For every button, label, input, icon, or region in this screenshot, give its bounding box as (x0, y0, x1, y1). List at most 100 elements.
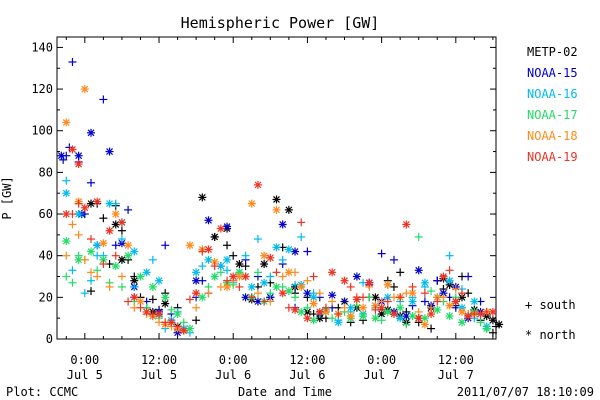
point-noaa-17-south (253, 268, 262, 277)
point-noaa-19-north (464, 312, 473, 321)
point-noaa-17-north (408, 312, 417, 321)
point-noaa-18-south (451, 285, 460, 294)
point-noaa-17-south (427, 287, 436, 296)
x-tick-date: Jul 7 (438, 368, 474, 382)
point-noaa-18-south (340, 303, 349, 312)
point-noaa-19-north (414, 314, 423, 323)
point-noaa-18-south (93, 272, 102, 281)
symbol-legend: + south * north (525, 298, 576, 342)
point-noaa-19-north (427, 310, 436, 319)
point-noaa-15-south (87, 178, 96, 187)
point-noaa-17-north (161, 293, 170, 302)
point-metp-02-south (99, 214, 108, 223)
x-tick-date: Jul 7 (364, 368, 400, 382)
point-noaa-16-north (420, 278, 429, 287)
point-noaa-19-south (272, 268, 281, 277)
point-noaa-16-south (62, 176, 71, 185)
point-noaa-16-north (62, 189, 71, 198)
x-tick-date: Jul 5 (67, 368, 103, 382)
point-noaa-18-south (204, 289, 213, 298)
y-tick-label: 60 (39, 207, 53, 221)
point-noaa-19-south (235, 282, 244, 291)
point-noaa-19-south (185, 295, 194, 304)
point-noaa-16-south (87, 276, 96, 285)
point-noaa-19-south (87, 235, 96, 244)
legend-noaa-15: NOAA-15 (527, 66, 578, 80)
point-noaa-16-north (130, 247, 139, 256)
point-metp-02-north (488, 316, 497, 325)
point-noaa-19-south (223, 276, 232, 285)
point-noaa-17-north (185, 324, 194, 333)
point-noaa-17-south (68, 278, 77, 287)
point-noaa-16-south (266, 272, 275, 281)
point-noaa-15-south (99, 95, 108, 104)
point-noaa-17-south (179, 318, 188, 327)
point-noaa-16-south (130, 282, 139, 291)
x-tick-time: 0:00 (367, 353, 396, 367)
point-noaa-15-south (111, 241, 120, 250)
point-noaa-19-south (408, 282, 417, 291)
legend-noaa-17: NOAA-17 (527, 108, 578, 122)
point-noaa-18-south (192, 303, 201, 312)
point-noaa-19-north (117, 218, 126, 227)
point-noaa-16-south (117, 235, 126, 244)
point-noaa-16-north (396, 314, 405, 323)
point-noaa-19-south (99, 260, 108, 269)
symbol-legend-north: * north (525, 328, 576, 342)
point-noaa-16-south (198, 262, 207, 271)
point-noaa-15-south (433, 276, 442, 285)
point-noaa-16-south (80, 289, 89, 298)
point-noaa-16-north (334, 318, 343, 327)
point-noaa-16-south (445, 251, 454, 260)
point-noaa-19-north (303, 314, 312, 323)
point-noaa-15-north (223, 222, 232, 231)
point-noaa-17-south (303, 303, 312, 312)
point-noaa-18-south (80, 255, 89, 264)
point-noaa-18-north (260, 251, 269, 260)
point-noaa-17-north (284, 287, 293, 296)
point-noaa-16-north (260, 278, 269, 287)
point-noaa-15-south (464, 272, 473, 281)
point-noaa-19-north (253, 180, 262, 189)
point-noaa-17-south (328, 314, 337, 323)
point-noaa-19-south (111, 251, 120, 260)
point-noaa-17-north (396, 303, 405, 312)
y-tick-label: 100 (31, 124, 53, 138)
point-noaa-17-north (433, 305, 442, 314)
point-noaa-19-south (396, 293, 405, 302)
point-metp-02-north (87, 199, 96, 208)
point-noaa-18-south (303, 276, 312, 285)
point-noaa-18-south (74, 230, 83, 239)
point-noaa-19-south (198, 247, 207, 256)
point-noaa-18-north (457, 307, 466, 316)
point-noaa-18-north (383, 280, 392, 289)
y-axis: 0 20 40 60 80 100 120 140 (31, 40, 496, 346)
point-noaa-19-north (488, 307, 497, 316)
y-axis-label: P [GW] (0, 176, 14, 219)
point-metp-02-north (272, 195, 281, 204)
symbol-legend-south: + south (525, 298, 576, 312)
point-noaa-18-north (80, 85, 89, 94)
point-noaa-18-north (284, 268, 293, 277)
x-tick-date: Jul 6 (289, 368, 325, 382)
point-noaa-16-south (223, 266, 232, 275)
point-metp-02-south (192, 316, 201, 325)
point-noaa-19-north (340, 276, 349, 285)
point-noaa-19-north (451, 297, 460, 306)
point-noaa-17-north (111, 262, 120, 271)
point-noaa-18-north (371, 301, 380, 310)
point-noaa-18-south (328, 297, 337, 306)
point-noaa-16-north (142, 268, 151, 277)
point-noaa-15-north (278, 220, 287, 229)
point-noaa-19-south (124, 297, 133, 306)
point-noaa-16-north (192, 268, 201, 277)
point-noaa-15-north (414, 266, 423, 275)
point-noaa-15-south (68, 57, 77, 66)
point-noaa-16-north (155, 276, 164, 285)
x-tick-time: 12:00 (438, 353, 474, 367)
point-noaa-19-north (192, 289, 201, 298)
legend-noaa-16: NOAA-16 (527, 87, 578, 101)
point-noaa-16-north (93, 241, 102, 250)
point-noaa-17-north (309, 316, 318, 325)
point-noaa-15-south (161, 241, 170, 250)
